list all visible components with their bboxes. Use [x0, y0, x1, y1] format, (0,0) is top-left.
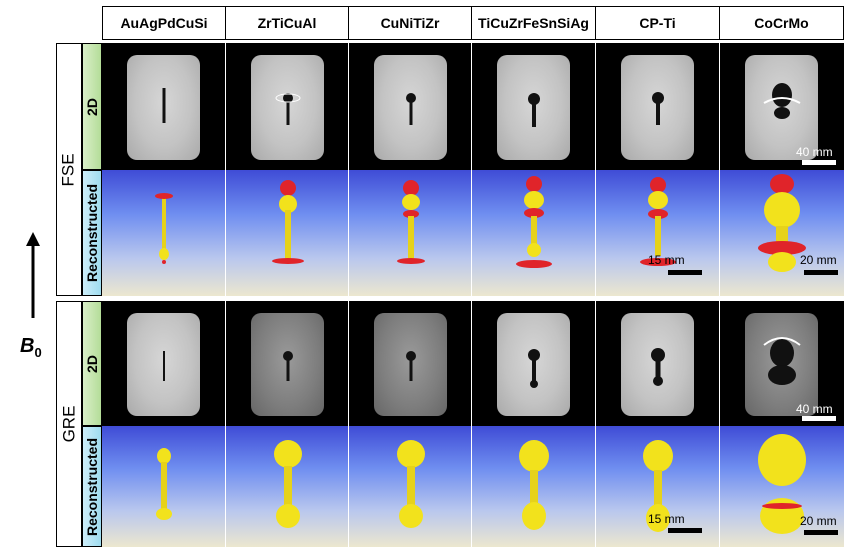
- gre-recon-cocrmo-scale-label: 20 mm: [800, 514, 837, 528]
- b0-subscript: 0: [34, 345, 42, 360]
- gre-recon-ti-scale-bar: [668, 528, 702, 533]
- row-label-text: Reconstructed: [84, 437, 100, 536]
- row-label-text: 2D: [84, 354, 100, 373]
- fse-recon-auagpdcusi: [102, 170, 225, 296]
- column-header-cunitizr: CuNiTiZr: [349, 6, 472, 40]
- fse-recon-cocrmo: 20 mm: [720, 170, 844, 296]
- gre-2d-cocrmo: 40 mm: [720, 301, 844, 426]
- gre-2d-row-label: 2D: [82, 301, 102, 426]
- fse-2d-cunitizr: [349, 43, 471, 170]
- fse-recon-cocrmo-scale-bar: [804, 270, 838, 275]
- fse-2d-cocrmo: 40 mm: [720, 43, 844, 170]
- column-header-auagpdcusi: AuAgPdCuSi: [102, 6, 226, 40]
- gre-2d-scale-label: 40 mm: [796, 402, 833, 416]
- column-header-zrticual: ZrTiCuAl: [226, 6, 349, 40]
- fse-2d-scale-label: 40 mm: [796, 145, 833, 159]
- gre-2d-cp-ti: [596, 301, 719, 426]
- fse-2d-cp-ti: [596, 43, 719, 170]
- fse-recon-ti-scale-label: 15 mm: [648, 253, 685, 267]
- gre-recon-zrticual: [226, 426, 348, 547]
- gre-2d-ticuzrfesnsiag: [472, 301, 595, 426]
- fse-2d-row-label: 2D: [82, 43, 102, 170]
- fse-2d-scale-bar: [802, 160, 836, 165]
- gre-2d-auagpdcusi: [102, 301, 225, 426]
- gre-recon-auagpdcusi: [102, 426, 225, 547]
- gre-recon-cunitizr: [349, 426, 471, 547]
- gre-2d-zrticual: [226, 301, 348, 426]
- fse-2d-ticuzrfesnsiag: [472, 43, 595, 170]
- column-header-ticuzrfesnsiag: TiCuZrFeSnSiAg: [472, 6, 596, 40]
- column-header-cp-ti: CP-Ti: [596, 6, 720, 40]
- gre-sequence-label: GRE: [56, 301, 82, 547]
- fse-recon-cunitizr: [349, 170, 471, 296]
- fse-text: FSE: [59, 152, 78, 187]
- fse-recon-ticuzrfesnsiag: [472, 170, 595, 296]
- row-label-text: 2D: [84, 97, 100, 116]
- fse-recon-cocrmo-scale-label: 20 mm: [800, 253, 837, 267]
- fse-sequence-label: FSE: [56, 43, 82, 296]
- row-label-text: Reconstructed: [84, 183, 100, 283]
- gre-reconstructed-row-label: Reconstructed: [82, 426, 102, 547]
- column-header-cocrmo: CoCrMo: [720, 6, 844, 40]
- fse-reconstructed-row-label: Reconstructed: [82, 170, 102, 296]
- gre-recon-ti-scale-label: 15 mm: [648, 512, 685, 526]
- b0-symbol: B: [20, 335, 35, 357]
- b0-arrow-icon: [26, 232, 40, 318]
- gre-2d-cunitizr: [349, 301, 471, 426]
- fse-2d-auagpdcusi: [102, 43, 225, 170]
- gre-recon-cp-ti: 15 mm: [596, 426, 719, 547]
- fse-recon-cp-ti: 15 mm: [596, 170, 719, 296]
- fse-recon-ti-scale-bar: [668, 270, 702, 275]
- fse-recon-zrticual: [226, 170, 348, 296]
- gre-recon-ticuzrfesnsiag: [472, 426, 595, 547]
- b0-label: B0: [20, 335, 42, 360]
- gre-text: GRE: [59, 405, 78, 443]
- fse-2d-zrticual: [226, 43, 348, 170]
- gre-recon-cocrmo-scale-bar: [804, 530, 838, 535]
- gre-2d-scale-bar: [802, 416, 836, 421]
- gre-recon-cocrmo: 20 mm: [720, 426, 844, 547]
